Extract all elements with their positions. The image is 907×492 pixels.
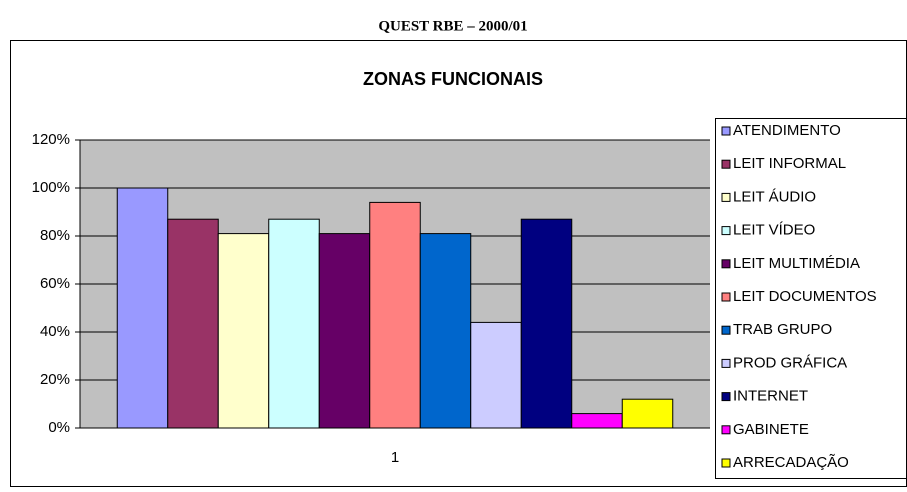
legend-label: INTERNET (733, 388, 808, 405)
legend-label: GABINETE (733, 421, 809, 438)
legend-swatch (721, 358, 731, 368)
bar (470, 321, 522, 429)
bar (217, 233, 270, 429)
legend-swatch (721, 226, 731, 236)
y-tick-label: 120% (32, 131, 70, 148)
bar (419, 233, 472, 429)
bar (116, 187, 169, 429)
legend-box (715, 118, 907, 479)
y-tick-label: 20% (40, 371, 70, 388)
legend-label: PROD GRÁFICA (733, 354, 847, 371)
bar (520, 218, 573, 429)
legend-label: LEIT ÁUDIO (733, 188, 816, 205)
legend-label: LEIT DOCUMENTOS (733, 288, 877, 305)
bar (621, 398, 674, 429)
legend-swatch (721, 292, 731, 302)
legend-swatch (721, 192, 731, 202)
legend-label: LEIT VÍDEO (733, 222, 815, 239)
legend-swatch (721, 126, 731, 136)
bar (571, 413, 623, 429)
legend-label: ARRECADAÇÃO (733, 454, 849, 471)
legend-swatch (721, 458, 731, 468)
legend-label: TRAB GRUPO (733, 321, 832, 338)
page-title: QUEST RBE – 2000/01 (378, 18, 527, 34)
legend-swatch (721, 325, 731, 335)
legend-swatch (721, 259, 731, 269)
bar (167, 218, 219, 429)
bar (318, 233, 371, 429)
y-tick-label: 0% (48, 419, 70, 436)
x-tick-label: 1 (391, 449, 399, 466)
legend-swatch (721, 392, 731, 402)
legend-swatch (721, 159, 731, 169)
legend-swatch (721, 425, 731, 435)
bar (369, 201, 421, 429)
bar (268, 218, 320, 429)
chart-title: ZONAS FUNCIONAIS (363, 69, 543, 89)
legend-label: LEIT INFORMAL (733, 155, 846, 172)
y-tick-label: 100% (32, 179, 70, 196)
legend-label: ATENDIMENTO (733, 122, 841, 139)
y-tick-label: 80% (40, 227, 70, 244)
legend-label: LEIT MULTIMÉDIA (733, 255, 860, 272)
y-tick-label: 40% (40, 323, 70, 340)
y-tick-label: 60% (40, 275, 70, 292)
